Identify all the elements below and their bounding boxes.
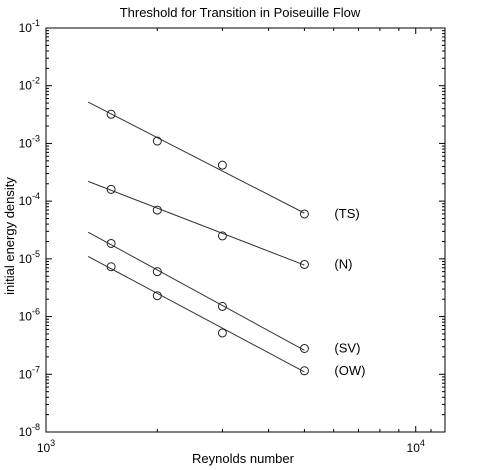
fit-line — [87, 256, 305, 373]
plot-area-frame — [45, 27, 446, 433]
y-tick-label: 10-3 — [19, 133, 40, 150]
series-label: (TS) — [334, 206, 359, 221]
data-point — [152, 291, 162, 301]
y-tick-label: 10-2 — [19, 76, 40, 93]
data-point — [217, 301, 227, 311]
data-point — [217, 160, 227, 170]
fit-line — [87, 231, 305, 351]
series-label: (N) — [334, 256, 352, 271]
series-labels: (TS) (N) (SV) (OW) — [334, 206, 365, 378]
y-tick-label: 10-7 — [19, 364, 40, 381]
fit-line — [87, 180, 305, 266]
data-point — [299, 366, 309, 376]
series-label: (SV) — [334, 340, 360, 355]
fit-lines — [87, 101, 305, 373]
data-point — [299, 209, 309, 219]
y-tick-label: 10-8 — [19, 422, 40, 439]
series-label: (OW) — [334, 363, 365, 378]
data-point — [299, 343, 309, 353]
y-axis-label: initial energy density — [2, 177, 17, 295]
y-tick-label: 10-5 — [19, 249, 40, 266]
data-point — [106, 238, 116, 248]
fit-line — [87, 101, 305, 214]
x-tick-label: 104 — [407, 438, 425, 455]
data-point — [106, 184, 116, 194]
y-tick-label: 10-4 — [19, 191, 40, 208]
y-tick-label: 10-6 — [19, 307, 40, 324]
data-point — [106, 262, 116, 272]
data-point — [217, 328, 227, 338]
data-markers — [106, 109, 309, 376]
data-point — [217, 231, 227, 241]
axis-tick-labels: 10-8 10-7 10-6 10-5 10-4 10-3 10-2 10-1 103 104 — [19, 18, 425, 455]
data-point — [299, 259, 309, 269]
data-point — [152, 136, 162, 146]
data-point — [152, 205, 162, 215]
x-axis-label: Reynolds number — [192, 451, 295, 466]
y-tick-label: 10-1 — [19, 18, 40, 35]
chart-title: Threshold for Transition in Poiseuille F… — [120, 5, 361, 20]
data-point — [152, 267, 162, 277]
data-point — [106, 109, 116, 119]
x-tick-label: 103 — [37, 438, 55, 455]
axis-ticks — [45, 27, 445, 433]
